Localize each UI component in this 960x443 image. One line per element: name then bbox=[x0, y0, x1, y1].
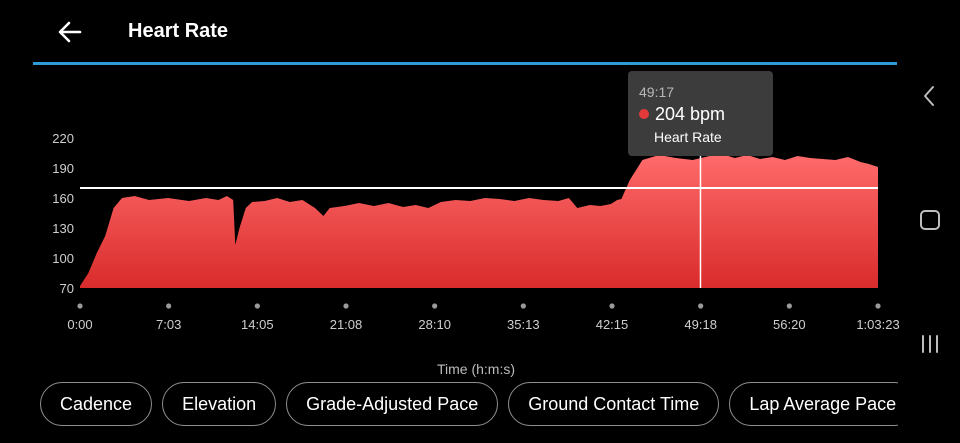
chip-elevation[interactable]: Elevation bbox=[162, 382, 277, 426]
tooltip-series-name: Heart Rate bbox=[654, 129, 722, 145]
x-tick-dot bbox=[698, 303, 704, 309]
x-axis-label: Time (h:m:s) bbox=[436, 361, 516, 377]
x-tick-label: 7:03 bbox=[156, 317, 181, 332]
metric-chip-row[interactable]: Cadence Elevation Grade-Adjusted Pace Groun… bbox=[40, 382, 898, 430]
back-button[interactable] bbox=[52, 14, 88, 50]
chip-grade-adjusted-pace[interactable]: Grade-Adjusted Pace bbox=[286, 382, 499, 426]
x-tick-dot bbox=[254, 303, 260, 309]
x-tick-label: 21:08 bbox=[330, 317, 363, 332]
arrow-left-icon bbox=[58, 21, 82, 43]
heart-rate-chart[interactable]: 70 100 130 160 190 220 0:00 7:03 14:05 21:08 28:1… bbox=[0, 0, 900, 380]
x-tick-label: 49:18 bbox=[684, 317, 717, 332]
y-tick-label: 220 bbox=[52, 131, 74, 146]
chip-cadence[interactable]: Cadence bbox=[40, 382, 153, 426]
x-tick-dot bbox=[432, 303, 438, 309]
x-tick-label: 28:10 bbox=[418, 317, 451, 332]
x-tick-dot bbox=[77, 303, 83, 309]
y-tick-label: 130 bbox=[52, 221, 74, 236]
chip-lap-average-pace[interactable]: Lap Average Pace bbox=[729, 382, 898, 426]
x-tick-label: 42:15 bbox=[596, 317, 629, 332]
x-tick-label: 1:03:23 bbox=[856, 317, 899, 332]
y-tick-label: 160 bbox=[52, 191, 74, 206]
x-tick-dot bbox=[343, 303, 349, 309]
header: Heart Rate bbox=[0, 0, 900, 64]
x-tick-label: 56:20 bbox=[773, 317, 806, 332]
y-tick-label: 70 bbox=[60, 281, 74, 296]
x-tick-dot bbox=[786, 303, 792, 309]
y-tick-label: 100 bbox=[52, 251, 74, 266]
series-color-dot bbox=[639, 109, 649, 119]
system-nav-bar bbox=[900, 0, 960, 443]
recents-icon bbox=[922, 335, 938, 353]
tooltip-value: 204 bpm bbox=[655, 104, 726, 124]
heart-rate-series-area bbox=[80, 154, 878, 288]
x-tick-dot bbox=[166, 303, 172, 309]
tooltip-time: 49:17 bbox=[639, 84, 675, 100]
x-tick-label: 0:00 bbox=[67, 317, 92, 332]
nav-back-button[interactable] bbox=[914, 80, 946, 112]
chart-svg[interactable]: 70 100 130 160 190 220 0:00 7:03 14:05 21:08 28:1… bbox=[0, 0, 900, 380]
x-tick-dot bbox=[875, 303, 881, 309]
header-divider bbox=[33, 62, 897, 65]
x-tick-label: 35:13 bbox=[507, 317, 540, 332]
chart-tooltip: 49:17 204 bpm Heart Rate bbox=[628, 71, 773, 156]
x-tick-dot bbox=[609, 303, 615, 309]
nav-home-button[interactable] bbox=[914, 204, 946, 236]
x-tick-dot bbox=[520, 303, 526, 309]
y-tick-label: 190 bbox=[52, 161, 74, 176]
chip-ground-contact-time[interactable]: Ground Contact Time bbox=[508, 382, 720, 426]
heart-rate-screen: Heart Rate 70 100 130 160 190 220 0:00 7:03 14:… bbox=[0, 0, 900, 430]
chevron-left-icon bbox=[924, 86, 934, 106]
square-icon bbox=[920, 210, 940, 230]
x-tick-label: 14:05 bbox=[241, 317, 274, 332]
nav-recents-button[interactable] bbox=[914, 328, 946, 360]
page-title: Heart Rate bbox=[128, 20, 229, 42]
